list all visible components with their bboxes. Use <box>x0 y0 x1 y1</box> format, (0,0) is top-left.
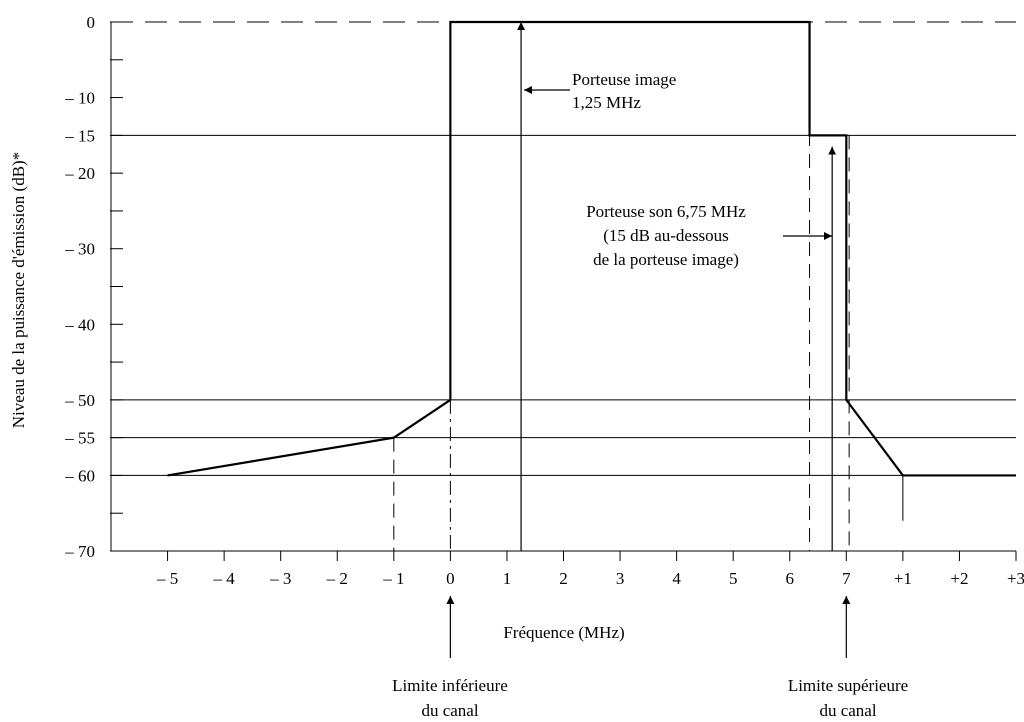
y-tick-label: 0 <box>87 13 96 32</box>
x-tick-label: 7 <box>842 569 851 588</box>
upper-limit-label-line2: du canal <box>819 701 876 720</box>
x-tick-label: – 2 <box>326 569 348 588</box>
sound-carrier-label-line2: (15 dB au-dessous <box>603 226 729 245</box>
y-tick-label: – 30 <box>64 240 95 259</box>
x-axis-title: Fréquence (MHz) <box>503 623 624 642</box>
x-tick-label: 0 <box>446 569 455 588</box>
y-tick-label: – 50 <box>64 391 95 410</box>
x-tick-label: 5 <box>729 569 738 588</box>
x-tick-label: – 5 <box>156 569 178 588</box>
lower-limit-label-line2: du canal <box>421 701 478 720</box>
x-tick-label: +1 <box>894 569 912 588</box>
y-tick-label: – 60 <box>64 466 95 485</box>
picture-carrier-label-line2: 1,25 MHz <box>572 93 641 112</box>
x-tick-label: 4 <box>672 569 681 588</box>
upper-limit-label-line1: Limite supérieure <box>788 676 908 695</box>
sound-carrier-label-line3: de la porteuse image) <box>593 250 739 269</box>
emission-mask-line <box>167 20 1016 477</box>
x-tick-label: 2 <box>559 569 568 588</box>
x-tick-label: +2 <box>950 569 968 588</box>
y-tick-label: – 10 <box>64 89 95 108</box>
x-tick-label: 1 <box>503 569 512 588</box>
x-tick-label: +3 <box>1007 569 1024 588</box>
y-tick-label: – 15 <box>64 126 95 145</box>
x-tick-label: 3 <box>616 569 625 588</box>
y-tick-label: – 55 <box>64 429 95 448</box>
picture-carrier-label-line1: Porteuse image <box>572 70 676 89</box>
x-tick-label: – 3 <box>269 569 291 588</box>
y-axis-title: Niveau de la puissance d'émission (dB)* <box>9 152 28 428</box>
x-tick-label: – 1 <box>382 569 404 588</box>
y-tick-label: – 20 <box>64 164 95 183</box>
lower-limit-label-line1: Limite inférieure <box>392 676 508 695</box>
x-tick-label: – 4 <box>213 569 236 588</box>
x-tick-label: 6 <box>786 569 795 588</box>
sound-carrier-label-line1: Porteuse son 6,75 MHz <box>586 202 746 221</box>
y-tick-label: – 40 <box>64 315 95 334</box>
y-tick-label: – 70 <box>64 542 95 561</box>
